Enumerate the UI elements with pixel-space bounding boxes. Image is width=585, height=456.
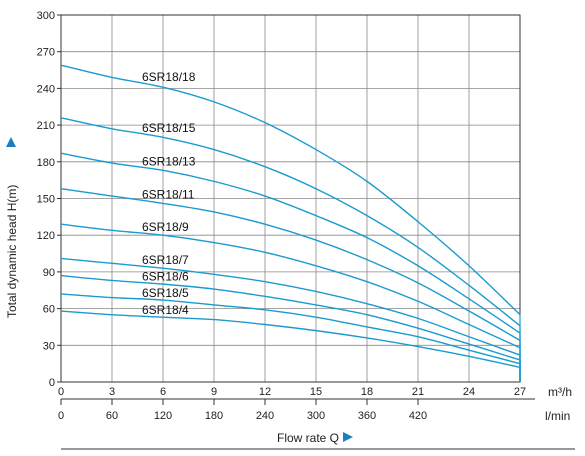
- x-tick-label: 0: [58, 386, 64, 398]
- x-arrow-icon: [343, 432, 353, 442]
- x-axis-label: Flow rate Q: [277, 431, 339, 445]
- x2-tick-label: 60: [106, 410, 118, 422]
- curves: 6SR18/18 6SR18/15 6SR18/13 6SR18/11 6SR18/9 6…: [60, 64, 521, 382]
- series-label: 6SR18/6: [142, 270, 189, 284]
- x2-tick-label: 240: [256, 410, 274, 422]
- x2-tick-label: 360: [358, 410, 376, 422]
- x-tick-label: 9: [211, 386, 217, 398]
- y-tick-label: 300: [37, 10, 55, 22]
- series-label: 6SR18/18: [142, 70, 196, 84]
- y-tick-label: 30: [43, 340, 55, 352]
- x-tick-label: 18: [361, 386, 373, 398]
- y-tick-label: 90: [43, 267, 55, 279]
- y-arrow-icon: [6, 137, 16, 147]
- y-tick-label: 120: [37, 230, 55, 242]
- curve-line: [60, 223, 521, 349]
- x2-tick-label: 0: [58, 410, 64, 422]
- x2-tick-label: 300: [307, 410, 325, 422]
- y-tick-label: 240: [37, 83, 55, 95]
- curve-line: [60, 257, 521, 356]
- x-tick-label: 6: [160, 386, 166, 398]
- x-tick-label: 3: [109, 386, 115, 398]
- y-tick-label: 180: [37, 157, 55, 169]
- x-unit-primary: m³/h: [548, 385, 572, 399]
- y-tick-label: 60: [43, 304, 55, 316]
- y-axis-label: Total dynamic head H(m): [5, 185, 19, 318]
- series-label: 6SR18/15: [142, 121, 196, 135]
- x-tick-label: 27: [514, 386, 526, 398]
- y-tick-label: 150: [37, 194, 55, 206]
- x-unit-secondary: l/min: [545, 409, 570, 423]
- x2-tick-label: 420: [409, 410, 427, 422]
- curve-line: [60, 310, 521, 369]
- series-label: 6SR18/4: [142, 303, 189, 317]
- x2-tick-label: 180: [205, 410, 223, 422]
- y-tick-label: 270: [37, 47, 55, 59]
- x-tick-label: 24: [463, 386, 475, 398]
- curve-line: [60, 152, 521, 334]
- series-label: 6SR18/5: [142, 286, 189, 300]
- series-label: 6SR18/11: [142, 187, 195, 201]
- x-tick-label: 21: [412, 386, 424, 398]
- curve-line: [60, 188, 521, 342]
- y-axis-label-group: Total dynamic head H(m): [5, 185, 19, 318]
- x-tick-label: 15: [310, 386, 322, 398]
- y-tick-label: 0: [49, 377, 55, 389]
- series-label: 6SR18/7: [142, 253, 189, 267]
- y-tick-label: 210: [37, 120, 55, 132]
- series-label: 6SR18/13: [142, 154, 196, 168]
- curve-line: [60, 117, 521, 327]
- curve-line: [60, 64, 521, 316]
- x-tick-label: 12: [259, 386, 271, 398]
- x2-tick-label: 120: [154, 410, 172, 422]
- curve-line: [60, 293, 521, 365]
- series-label: 6SR18/9: [142, 220, 189, 234]
- curve-line: [60, 274, 521, 361]
